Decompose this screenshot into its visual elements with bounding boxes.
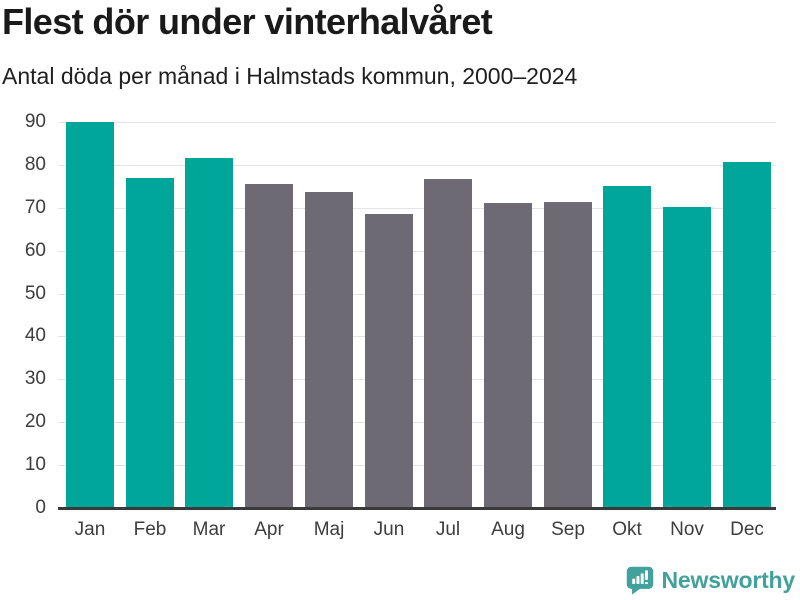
y-tick-label-20: 20: [24, 411, 46, 432]
x-tick-label-jul: Jul: [435, 519, 461, 540]
y-tick-label-90: 90: [24, 111, 46, 132]
gridline-20: [58, 422, 776, 423]
y-tick-label-0: 0: [35, 497, 46, 518]
x-tick-label-mar: Mar: [192, 519, 226, 540]
x-tick-label-nov: Nov: [670, 519, 704, 540]
bar-sep: [544, 202, 592, 508]
y-tick-label-60: 60: [24, 240, 46, 261]
chart-subtitle: Antal döda per månad i Halmstads kommun,…: [2, 63, 578, 89]
x-tick-label-okt: Okt: [612, 519, 642, 540]
bar-jul: [424, 179, 472, 508]
bar-dec: [723, 162, 771, 508]
x-tick-label-aug: Aug: [491, 519, 525, 540]
gridline-50: [58, 294, 776, 295]
gridline-70: [58, 208, 776, 209]
bar-jan: [66, 122, 114, 508]
x-tick-label-maj: Maj: [313, 519, 345, 540]
bar-mar: [185, 158, 233, 508]
x-tick-label-jan: Jan: [74, 519, 106, 540]
y-tick-label-30: 30: [24, 368, 46, 389]
y-tick-label-10: 10: [24, 454, 46, 475]
y-tick-label-80: 80: [24, 154, 46, 175]
x-tick-label-jun: Jun: [373, 519, 405, 540]
bar-okt: [603, 186, 651, 508]
gridline-10: [58, 465, 776, 466]
bar-nov: [663, 207, 711, 508]
brand-footer: Newsworthy: [625, 564, 795, 596]
x-tick-label-apr: Apr: [254, 519, 284, 540]
y-tick-label-50: 50: [24, 283, 46, 304]
x-tick-label-feb: Feb: [133, 519, 167, 540]
y-tick-label-70: 70: [24, 197, 46, 218]
gridline-30: [58, 379, 776, 380]
bar-maj: [305, 192, 353, 508]
gridline-80: [58, 165, 776, 166]
bar-apr: [245, 184, 293, 508]
plot-area: 0 10 20 30 40 50 60 70 80 90 Jan Feb Mar Apr Maj Jun Jul…: [25, 111, 776, 540]
gridline-60: [58, 251, 776, 252]
bar-jun: [365, 214, 413, 508]
bar-aug: [484, 203, 532, 508]
bar-feb: [126, 178, 174, 508]
x-axis-line: [58, 507, 776, 510]
chart-title: Flest dör under vinterhalvåret: [2, 1, 493, 42]
x-tick-label-sep: Sep: [551, 519, 585, 540]
gridline-90: [58, 122, 776, 123]
y-tick-label-40: 40: [24, 325, 46, 346]
newsworthy-logo-icon: [625, 565, 655, 595]
x-tick-label-dec: Dec: [730, 519, 764, 540]
brand-name: Newsworthy: [661, 566, 796, 593]
gridline-40: [58, 336, 776, 337]
